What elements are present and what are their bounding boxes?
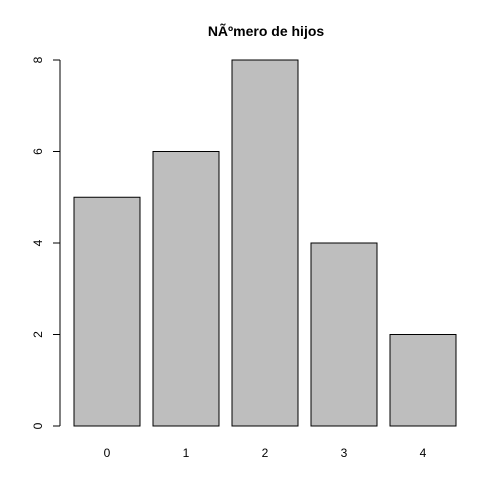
x-tick-label-1: 1 bbox=[183, 446, 190, 460]
bar-3 bbox=[310, 242, 378, 427]
y-tick-label-8: 8 bbox=[31, 56, 45, 63]
y-tick-label-4: 4 bbox=[31, 239, 45, 246]
x-tick-labels: 0 1 2 3 4 bbox=[104, 446, 427, 460]
x-tick-label-0: 0 bbox=[104, 446, 111, 460]
bar-4 bbox=[389, 334, 457, 427]
x-tick-label-4: 4 bbox=[420, 446, 427, 460]
y-axis: 0 2 4 6 8 bbox=[31, 56, 61, 429]
x-tick-label-3: 3 bbox=[341, 446, 348, 460]
bar-2 bbox=[231, 59, 299, 427]
chart-title: NÃºmero de hijos bbox=[208, 22, 325, 39]
bar-0 bbox=[73, 196, 141, 427]
y-tick-label-6: 6 bbox=[31, 148, 45, 155]
y-tick-label-2: 2 bbox=[31, 331, 45, 338]
bar-group bbox=[73, 59, 457, 427]
bar-1 bbox=[152, 151, 220, 427]
x-tick-label-2: 2 bbox=[262, 446, 269, 460]
y-tick-label-0: 0 bbox=[31, 422, 45, 429]
